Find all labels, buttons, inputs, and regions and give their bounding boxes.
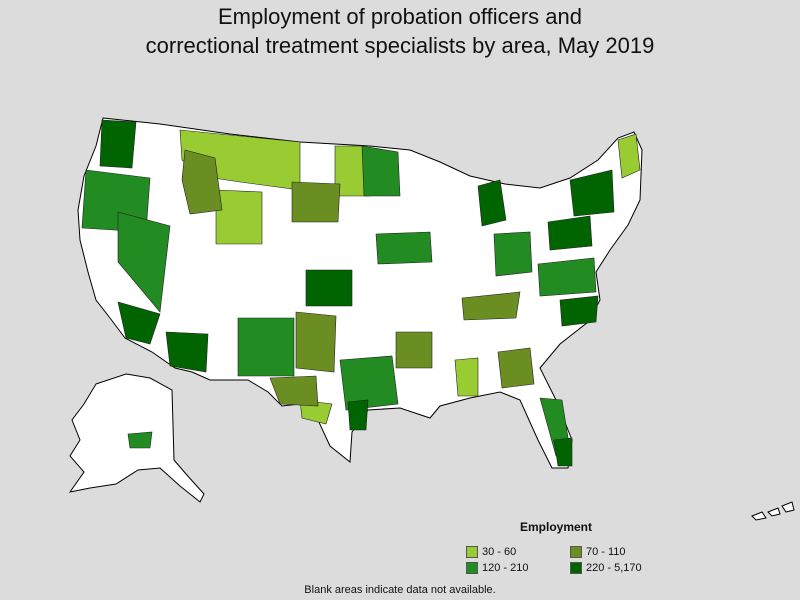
legend-label: 120 - 210 — [482, 562, 529, 574]
legend-swatch — [570, 562, 582, 574]
region-group-30-60 — [179, 129, 641, 425]
map-title: Employment of probation officers and cor… — [0, 2, 800, 60]
legend-label: 220 - 5,170 — [586, 562, 642, 574]
region-new-mexico-east — [295, 311, 337, 373]
region-virginia — [537, 257, 597, 297]
region-mississippi — [454, 357, 479, 397]
region-houston — [347, 399, 369, 431]
title-line-1: Employment of probation officers and — [217, 4, 583, 29]
legend-label: 30 - 60 — [482, 546, 517, 558]
region-group-70-110 — [181, 149, 535, 407]
region-west-texas-2 — [269, 375, 319, 407]
legend-swatch — [466, 562, 478, 574]
region-maine — [617, 133, 641, 179]
region-georgia — [497, 347, 535, 389]
region-southern-california — [117, 301, 161, 345]
region-iowa — [375, 231, 433, 265]
region-washington — [99, 119, 137, 169]
legend-swatch — [466, 546, 478, 558]
region-west-texas — [299, 399, 333, 425]
legend-label: 70 - 110 — [586, 546, 626, 558]
region-south-dakota — [291, 181, 341, 223]
region-nevada — [117, 211, 171, 313]
region-east-texas — [339, 355, 399, 411]
region-idaho — [181, 149, 223, 215]
region-group-220-5170 — [99, 119, 615, 467]
region-wyoming — [215, 189, 263, 245]
region-north-carolina — [559, 295, 599, 327]
map-note: Blank areas indicate data not available. — [304, 584, 496, 596]
legend-title: Employment — [520, 520, 593, 534]
region-minnesota — [361, 145, 401, 197]
alaska-region-120-210 — [127, 431, 153, 449]
hawaii-islands — [751, 501, 795, 521]
region-arkansas — [395, 331, 433, 369]
region-south-florida — [553, 437, 573, 467]
legend-item-120-210: 120 - 210 — [466, 562, 528, 574]
region-arizona — [165, 331, 209, 373]
region-new-mexico-west — [237, 317, 295, 377]
legend-item-30-60: 30 - 60 — [466, 546, 516, 558]
region-pennsylvania — [547, 215, 593, 251]
region-group-120-210 — [81, 145, 597, 457]
region-michigan — [477, 179, 507, 227]
region-kentucky — [461, 291, 521, 321]
legend-item-220-5170: 220 - 5,170 — [570, 562, 642, 574]
legend-swatch — [570, 546, 582, 558]
legend-item-70-110: 70 - 110 — [570, 546, 626, 558]
region-new-york — [569, 169, 615, 217]
region-kansas — [305, 269, 353, 307]
title-line-2: correctional treatment specialists by ar… — [145, 33, 655, 58]
region-ohio — [493, 231, 533, 277]
